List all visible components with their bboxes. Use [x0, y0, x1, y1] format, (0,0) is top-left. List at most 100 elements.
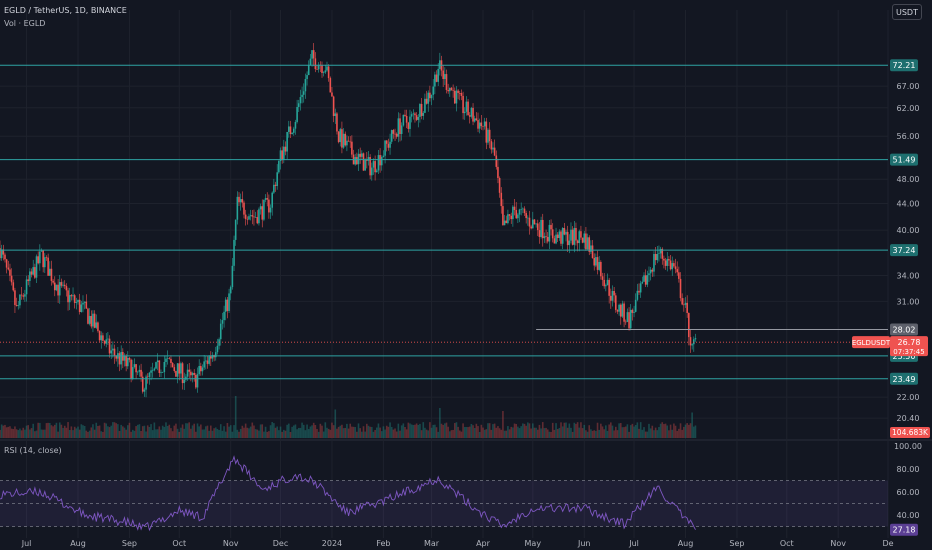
candle-body [100, 335, 103, 341]
candle-body [2, 249, 5, 255]
candle-body [176, 363, 179, 377]
volume-bar [198, 426, 200, 438]
candle-body [603, 279, 605, 287]
volume-bar [97, 425, 99, 438]
candle-body [576, 240, 579, 244]
candle-body [198, 366, 200, 375]
candle-body [251, 215, 254, 217]
volume-bar [457, 426, 459, 438]
volume-bar [407, 422, 410, 438]
candle-body [317, 64, 320, 70]
volume-bar [447, 426, 449, 438]
volume-bar [53, 424, 56, 438]
x-tick-label: Aug [70, 539, 86, 548]
volume-bar [573, 422, 576, 438]
candle-body [214, 352, 217, 358]
candle-body [9, 269, 11, 276]
volume-bar [580, 422, 582, 438]
candle-body [309, 58, 312, 66]
y-tick-label: 31.00 [897, 297, 920, 306]
candle-body [306, 75, 308, 80]
volume-bar [500, 429, 503, 438]
candle-body [268, 199, 270, 213]
candle-body [395, 133, 398, 137]
volume-bar [548, 431, 551, 438]
candle-body [470, 107, 473, 117]
candle-body [525, 213, 527, 219]
volume-bar [224, 431, 227, 438]
volume-bar [329, 429, 332, 438]
candle-body [688, 312, 690, 338]
candle-body [457, 90, 459, 93]
candle-body [460, 92, 463, 96]
candle-body [20, 294, 23, 296]
currency-button[interactable]: USDT [892, 4, 922, 20]
candle-body [553, 238, 556, 244]
volume-bar [497, 426, 499, 438]
volume-bar [394, 428, 396, 438]
volume-bar [693, 426, 695, 438]
candle-body [301, 94, 303, 98]
rsi-tick-label: 80.00 [897, 465, 920, 474]
candle-body [181, 363, 184, 384]
level-tag-text: 28.02 [893, 326, 916, 335]
candle-body [44, 257, 46, 268]
volume-bar [377, 423, 380, 438]
volume-bar [269, 425, 272, 438]
candle-body [493, 147, 496, 156]
candle-body [269, 207, 272, 213]
volume-bar [12, 429, 15, 438]
candle-body [283, 146, 285, 160]
volume-bar [251, 422, 254, 438]
level-tag-text: 23.49 [893, 375, 916, 384]
volume-bar [440, 423, 443, 438]
volume-bar [375, 427, 378, 438]
candle-body [78, 299, 81, 313]
candle-body [543, 236, 546, 239]
candle-body [545, 236, 547, 237]
candle-body [686, 302, 688, 313]
candle-body [279, 150, 282, 162]
candle-body [332, 96, 335, 116]
y-tick-label: 34.00 [897, 272, 920, 281]
volume-bar [32, 423, 34, 438]
candle-body [681, 298, 683, 305]
volume-bar [522, 423, 524, 438]
volume-bar [611, 425, 614, 438]
candle-body [29, 271, 31, 281]
volume-bar [374, 429, 376, 438]
volume-bar [173, 425, 176, 438]
candle-body [495, 155, 498, 167]
candle-body [540, 219, 542, 238]
volume-bar [689, 423, 692, 438]
volume-bar [551, 422, 554, 438]
candle-body [206, 360, 209, 364]
volume-bar [653, 430, 655, 438]
volume-bar [608, 424, 610, 438]
volume-bar [146, 425, 149, 438]
volume-bar [400, 425, 403, 438]
volume-bar [4, 424, 6, 438]
volume-bar [629, 425, 632, 438]
volume-bar [253, 425, 255, 438]
volume-bar [463, 427, 466, 438]
volume-bar [127, 425, 129, 438]
volume-bar [639, 422, 642, 438]
volume-bar [98, 425, 101, 438]
candle-body [0, 249, 3, 259]
candle-body [362, 153, 365, 171]
candle-body [482, 126, 484, 127]
y-tick-label: 62.00 [897, 104, 920, 113]
volume-bar [380, 431, 383, 438]
volume-bar [73, 426, 76, 438]
candle-body [229, 287, 232, 294]
candle-body [281, 150, 283, 160]
x-tick-label: Nov [223, 539, 239, 548]
candle-body [346, 140, 348, 146]
candle-body [578, 231, 581, 244]
candle-body [231, 265, 234, 288]
volume-bar [209, 425, 212, 438]
candle-body [253, 216, 255, 218]
